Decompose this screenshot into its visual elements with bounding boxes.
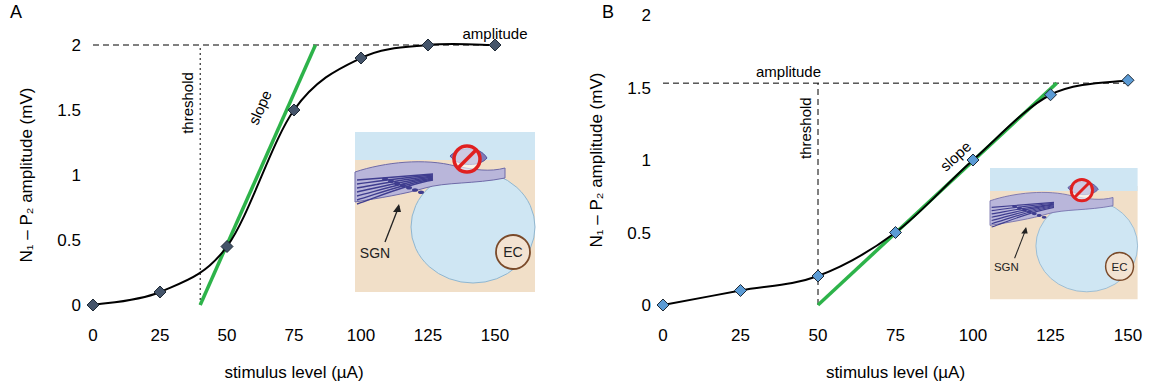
scala bbox=[1036, 200, 1138, 292]
sgn-label: SGN bbox=[994, 261, 1019, 273]
bone bbox=[990, 186, 1138, 299]
y-tick-label: 0 bbox=[72, 296, 81, 315]
y-tick-label: 0.5 bbox=[627, 224, 651, 243]
neuron bbox=[1037, 214, 1042, 217]
neuron bbox=[412, 188, 418, 192]
data-line bbox=[663, 80, 1128, 305]
data-point bbox=[355, 52, 367, 64]
plot-area bbox=[87, 39, 501, 311]
data-point bbox=[812, 270, 824, 282]
neuron bbox=[1042, 216, 1047, 219]
amplitude-line bbox=[663, 83, 1128, 84]
scala bbox=[411, 171, 535, 283]
figure: AECSGN00.511.520255075100125150stimulus … bbox=[0, 0, 1171, 392]
data-point bbox=[1045, 89, 1057, 101]
plot-area bbox=[657, 74, 1134, 311]
neuron bbox=[418, 190, 424, 194]
block-slash bbox=[1074, 183, 1089, 198]
electrode-label: EC bbox=[503, 244, 522, 260]
x-tick-label: 100 bbox=[959, 326, 987, 345]
data-point bbox=[87, 299, 99, 311]
data-point bbox=[967, 154, 979, 166]
threshold-line bbox=[200, 45, 201, 305]
y-axis-title: N₁ – P₂ amplitude (mV) bbox=[17, 88, 36, 263]
electrode-label: EC bbox=[1112, 261, 1128, 273]
arrow-head bbox=[393, 204, 401, 212]
sgn-label: SGN bbox=[360, 245, 390, 261]
slope-line bbox=[200, 45, 315, 305]
electrode bbox=[1106, 252, 1134, 280]
bone bbox=[355, 154, 535, 292]
y-tick-label: 0 bbox=[642, 296, 651, 315]
block-sign bbox=[454, 146, 480, 172]
fluid-top bbox=[355, 132, 535, 160]
nerve-fiber bbox=[992, 207, 1054, 227]
y-tick-label: 1 bbox=[72, 166, 81, 185]
x-tick-label: 0 bbox=[88, 326, 97, 345]
x-tick-label: 25 bbox=[151, 326, 170, 345]
amplitude-label: amplitude bbox=[756, 63, 821, 80]
fluid-top bbox=[990, 168, 1138, 191]
data-point bbox=[154, 286, 166, 298]
y-tick-label: 0.5 bbox=[57, 231, 81, 250]
y-tick-label: 2 bbox=[72, 36, 81, 55]
data-point bbox=[288, 104, 300, 116]
x-axis-title: stimulus level (µA) bbox=[826, 363, 965, 382]
y-tick-label: 1.5 bbox=[57, 101, 81, 120]
slope-label: slope bbox=[937, 138, 975, 175]
x-tick-label: 100 bbox=[347, 326, 375, 345]
data-line bbox=[93, 44, 495, 305]
y-axis-title: N₁ – P₂ amplitude (mV) bbox=[587, 73, 606, 248]
x-axis-title: stimulus level (µA) bbox=[224, 363, 363, 382]
y-tick-label: 1.5 bbox=[627, 79, 651, 98]
panel-letter: B bbox=[602, 2, 614, 22]
block-slash bbox=[458, 150, 476, 168]
data-point bbox=[890, 227, 902, 239]
panel: B EC SGN 0 0.5 1 1.5 2 0 25 50 75 100 125 150 stimulus … bbox=[587, 2, 1142, 382]
x-tick-label: 75 bbox=[285, 326, 304, 345]
cochlea-inset: EC SGN bbox=[355, 132, 535, 292]
x-tick-label: 150 bbox=[481, 326, 509, 345]
y-tick-label: 2 bbox=[642, 6, 651, 25]
panel-letter: A bbox=[10, 2, 22, 22]
x-tick-label: 125 bbox=[1036, 326, 1064, 345]
nerve-fiber bbox=[357, 180, 433, 204]
slope-label: slope bbox=[245, 88, 275, 128]
electrode bbox=[496, 235, 530, 269]
x-tick-label: 150 bbox=[1114, 326, 1142, 345]
block-sign bbox=[1071, 179, 1092, 200]
arrow-head bbox=[1021, 227, 1028, 234]
data-point bbox=[422, 39, 434, 51]
data-point bbox=[735, 285, 747, 297]
x-tick-label: 125 bbox=[414, 326, 442, 345]
x-tick-label: 0 bbox=[658, 326, 667, 345]
x-tick-label: 75 bbox=[886, 326, 905, 345]
data-point bbox=[657, 299, 669, 311]
x-tick-label: 50 bbox=[218, 326, 237, 345]
threshold-label: threshold bbox=[797, 97, 814, 159]
data-point bbox=[221, 241, 233, 253]
y-tick-label: 1 bbox=[642, 151, 651, 170]
x-tick-label: 50 bbox=[809, 326, 828, 345]
x-tick-label: 25 bbox=[731, 326, 750, 345]
cochlea-inset: EC SGN bbox=[990, 168, 1138, 299]
amplitude-label: amplitude bbox=[462, 25, 527, 42]
panel: A EC SGN 0 0.5 1 1.5 2 0 25 50 75 100 125 150 stimulus … bbox=[10, 2, 535, 382]
data-point bbox=[1122, 74, 1134, 86]
threshold-label: threshold bbox=[179, 72, 196, 134]
